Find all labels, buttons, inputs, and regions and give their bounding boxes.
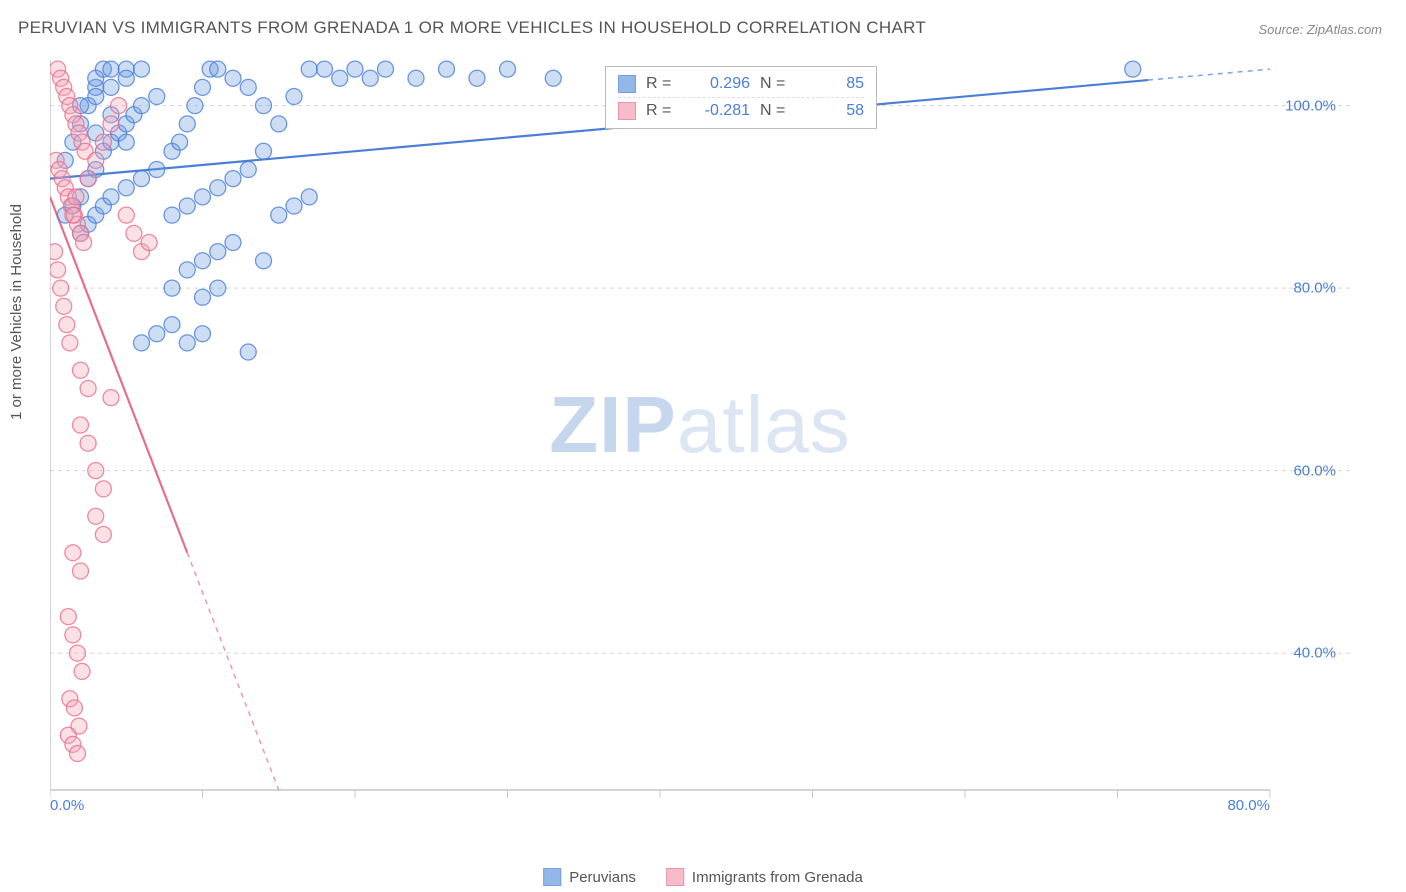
r-value-series1: 0.296 — [686, 75, 750, 93]
r-label: R = — [646, 75, 676, 93]
stats-row-series2: R = -0.281 N = 58 — [618, 97, 864, 122]
n-value-series2: 58 — [800, 102, 864, 120]
legend-label-series1: Peruvians — [569, 869, 636, 886]
y-axis-label: 1 or more Vehicles in Household — [8, 204, 25, 420]
n-label: N = — [760, 102, 790, 120]
legend-swatch-series1 — [543, 868, 561, 886]
swatch-series1 — [618, 75, 636, 93]
swatch-series2 — [618, 102, 636, 120]
y-tick-label: 100.0% — [1285, 97, 1336, 114]
legend-swatch-series2 — [666, 868, 684, 886]
y-tick-label: 80.0% — [1293, 280, 1336, 297]
chart-title: PERUVIAN VS IMMIGRANTS FROM GRENADA 1 OR… — [18, 18, 926, 38]
y-tick-label: 60.0% — [1293, 462, 1336, 479]
x-tick-label: 0.0% — [50, 797, 84, 814]
n-label: N = — [760, 75, 790, 93]
y-tick-label: 40.0% — [1293, 645, 1336, 662]
stats-row-series1: R = 0.296 N = 85 — [618, 73, 864, 95]
x-tick-label: 80.0% — [1227, 797, 1270, 814]
r-label: R = — [646, 102, 676, 120]
chart-area: ZIPatlas R = 0.296 N = 85 R = -0.281 N =… — [50, 60, 1350, 820]
legend-label-series2: Immigrants from Grenada — [692, 869, 863, 886]
legend-item-series2: Immigrants from Grenada — [666, 868, 863, 886]
source-attribution: Source: ZipAtlas.com — [1258, 22, 1382, 37]
scatter-plot — [50, 60, 1350, 820]
n-value-series1: 85 — [800, 75, 864, 93]
legend-item-series1: Peruvians — [543, 868, 636, 886]
correlation-stats-box: R = 0.296 N = 85 R = -0.281 N = 58 — [605, 66, 877, 129]
legend: Peruvians Immigrants from Grenada — [543, 868, 863, 886]
r-value-series2: -0.281 — [686, 102, 750, 120]
